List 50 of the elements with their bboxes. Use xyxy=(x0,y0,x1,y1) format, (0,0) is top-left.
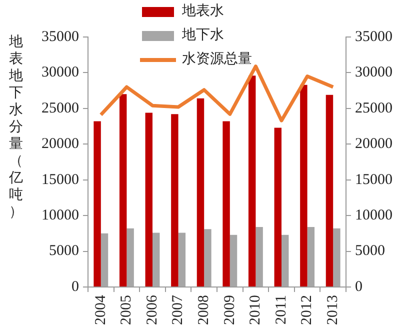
x-tick-label: 2013 xyxy=(325,295,342,325)
x-tick-label: 2010 xyxy=(248,295,264,325)
bar xyxy=(300,84,308,286)
bar xyxy=(94,121,101,286)
x-tick-label: 2009 xyxy=(222,295,238,325)
y2-tick-label: 0 xyxy=(355,278,362,295)
y2-tick-label: 30000 xyxy=(355,64,392,81)
x-tick-label: 2007 xyxy=(170,294,186,325)
legend-label: 水资源总量 xyxy=(182,50,252,69)
y2-tick-label: 20000 xyxy=(355,136,392,152)
y2-tick-label: 15000 xyxy=(355,172,392,188)
y-tick-label: 20000 xyxy=(42,136,79,152)
y-tick-label: 30000 xyxy=(42,64,79,81)
y-tick-label: 15000 xyxy=(42,172,79,188)
bar xyxy=(230,234,238,286)
y2-tick-label: 35000 xyxy=(355,28,392,45)
bar xyxy=(171,114,178,286)
bar xyxy=(248,76,256,286)
bar xyxy=(333,228,340,286)
bar xyxy=(178,232,186,286)
legend-label: 地下水 xyxy=(182,26,224,45)
bar xyxy=(145,112,152,286)
bar xyxy=(282,234,289,286)
x-tick-label: 2005 xyxy=(118,295,135,325)
x-tick-label: 2008 xyxy=(196,295,212,325)
bar xyxy=(152,232,160,286)
bar xyxy=(222,121,230,286)
bar xyxy=(256,227,263,286)
bar xyxy=(126,228,134,286)
bar xyxy=(274,128,282,286)
bar xyxy=(326,94,334,286)
bar xyxy=(307,227,315,286)
x-tick-label: 2011 xyxy=(273,295,290,324)
bar xyxy=(100,233,108,286)
y-tick-label: 0 xyxy=(72,278,79,295)
x-tick-label: 2012 xyxy=(299,295,316,325)
bar xyxy=(119,94,127,286)
text: 地表地下水分量（亿吨） xyxy=(9,35,23,220)
y2-tick-label: 10000 xyxy=(355,208,392,224)
y-tick-label: 35000 xyxy=(42,28,79,45)
x-tick-label: 2004 xyxy=(92,294,109,325)
legend-label: 地表水 xyxy=(182,2,224,21)
bar xyxy=(204,229,212,286)
y2-tick-label: 5000 xyxy=(355,243,385,260)
y-tick-label: 10000 xyxy=(42,208,79,224)
y2-tick-label: 25000 xyxy=(355,100,392,116)
y-tick-label: 5000 xyxy=(49,243,79,260)
y-tick-label: 25000 xyxy=(42,100,79,116)
x-tick-label: 2006 xyxy=(144,294,160,325)
bar xyxy=(196,98,204,286)
